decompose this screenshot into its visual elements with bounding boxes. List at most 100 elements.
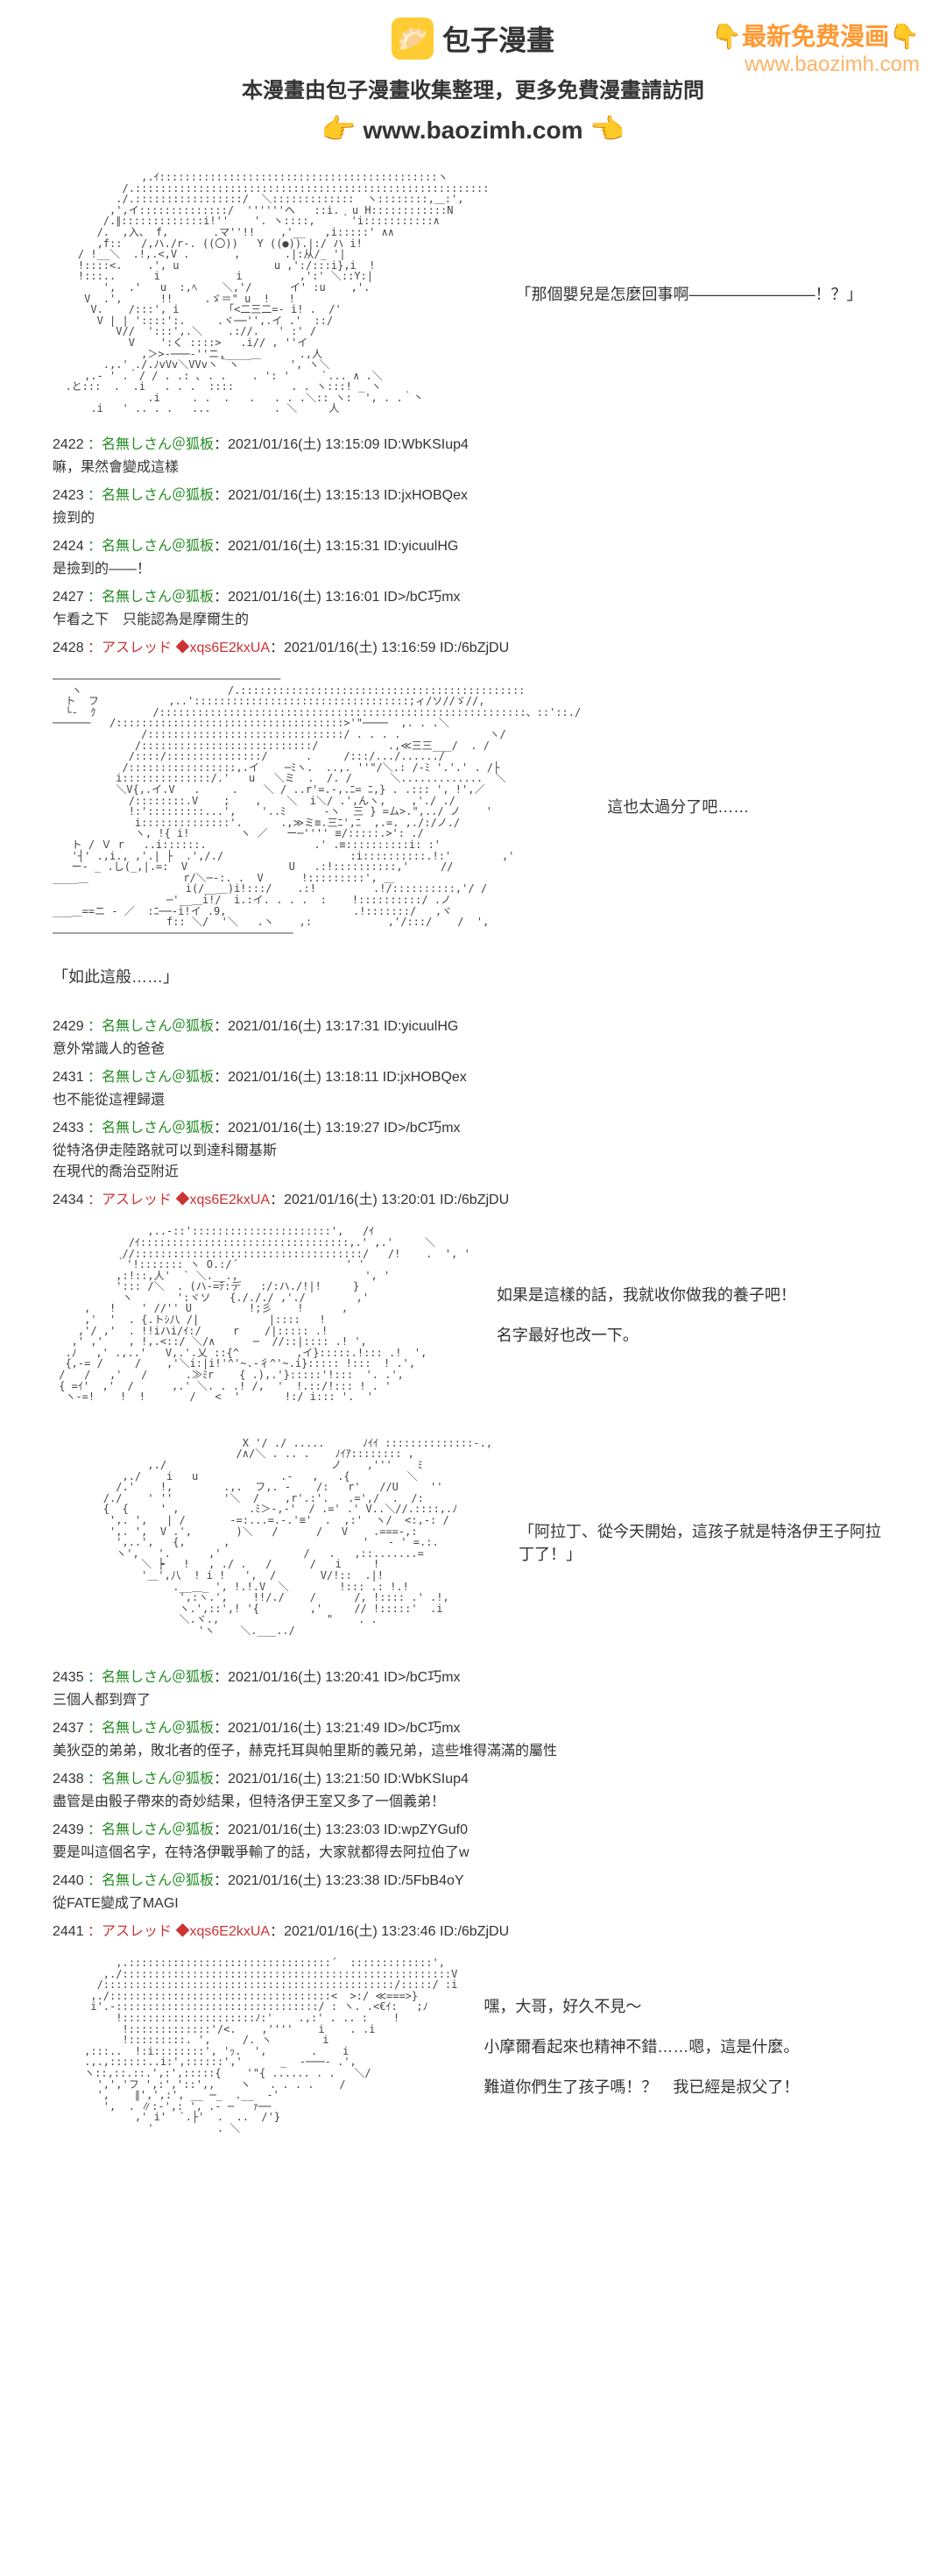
comment-item: 2434 ：アスレッド ◆xqs6E2kxUA：2021/01/16(土) 13…: [53, 1187, 893, 1208]
comment-number: 2440: [53, 1873, 88, 1888]
comment-header: 2433 ：名無しさん＠狐板：2021/01/16(土) 13:19:27 ID…: [53, 1115, 893, 1136]
comment-date: ：2021/01/16(土) 13:20:01 ID:/6bZjDU: [270, 1192, 509, 1207]
comment-header: 2429 ：名無しさん＠狐板：2021/01/16(土) 13:17:31 ID…: [53, 1014, 893, 1035]
comment-number: 2427: [53, 590, 88, 605]
comment-header: 2437 ：名無しさん＠狐板：2021/01/16(土) 13:21:49 ID…: [53, 1716, 893, 1737]
dialogue-3a: 如果是這樣的話，我就收你做我的養子吧！: [497, 1274, 796, 1314]
comment-number: 2435: [53, 1670, 88, 1685]
comment-number: 2439: [53, 1822, 88, 1837]
comment-header: 2435 ：名無しさん＠狐板：2021/01/16(土) 13:20:41 ID…: [53, 1665, 893, 1686]
dialogue-5c: 難道你們生了孩子嗎！？ 我已經是叔父了！: [484, 2066, 799, 2106]
header-subtitle: 本漫畫由包子漫畫收集整理，更多免費漫畫請訪問: [0, 73, 946, 103]
comment-name: ：名無しさん＠狐板: [88, 590, 214, 605]
comment-item: 2424 ：名無しさん＠狐板：2021/01/16(土) 13:15:31 ID…: [53, 534, 893, 577]
comment-body: 盡管是由骰子帶來的奇妙結果，但特洛伊王室又多了一個義弟！: [53, 1789, 893, 1810]
comment-item: 2441 ：アスレッド ◆xqs6E2kxUA：2021/01/16(土) 13…: [53, 1919, 893, 1940]
comment-name: ：名無しさん＠狐板: [88, 1822, 214, 1837]
comment-number: 2438: [53, 1772, 88, 1787]
comment-list-1: 2422 ：名無しさん＠狐板：2021/01/16(土) 13:15:09 ID…: [53, 432, 893, 656]
comment-body: 乍看之下 只能認為是摩爾生的: [53, 607, 893, 628]
comment-number: 2422: [53, 437, 88, 452]
comment-name: ：名無しさん＠狐板: [88, 539, 214, 554]
dialogue-5-wrap: 嘿，大哥，好久不見～ 小摩爾看起來也精神不錯……嗯，這是什麼。 難道你們生了孩子…: [484, 1985, 799, 2106]
url-text: www.baozimh.com: [364, 117, 583, 144]
comment-name: ：名無しさん＠狐板: [88, 1019, 214, 1034]
comment-name: ：名無しさん＠狐板: [88, 1121, 214, 1136]
logo-emoji: 🥟: [398, 25, 428, 53]
comment-item: 2439 ：名無しさん＠狐板：2021/01/16(土) 13:23:03 ID…: [53, 1817, 893, 1861]
comment-name: ：アスレッド ◆xqs6E2kxUA: [88, 1924, 270, 1939]
comment-list-2: 2429 ：名無しさん＠狐板：2021/01/16(土) 13:17:31 ID…: [53, 1014, 893, 1208]
comment-body: 意外常識人的爸爸: [53, 1037, 893, 1058]
dialogue-5a: 嘿，大哥，好久不見～: [484, 1985, 799, 2026]
watermark-text: 👇最新免费漫画👇: [711, 18, 920, 53]
comment-name: ：名無しさん＠狐板: [88, 1721, 214, 1736]
comment-date: ：2021/01/16(土) 13:21:49 ID>/bC巧mx: [214, 1721, 460, 1736]
watermark: 👇最新免费漫画👇 www.baozimh.com: [711, 18, 920, 77]
comment-item: 2437 ：名無しさん＠狐板：2021/01/16(土) 13:21:49 ID…: [53, 1716, 893, 1759]
comment-item: 2428 ：アスレッド ◆xqs6E2kxUA：2021/01/16(土) 13…: [53, 635, 893, 656]
comment-header: 2422 ：名無しさん＠狐板：2021/01/16(土) 13:15:09 ID…: [53, 432, 893, 453]
ascii-art-1: ,.ｲ:::::::::::::::::::::::::::::::::::::…: [53, 172, 490, 414]
comment-date: ：2021/01/16(土) 13:21:50 ID:WbKSIup4: [214, 1772, 469, 1787]
dialogue-3b: 名字最好也改一下。: [497, 1314, 796, 1355]
comment-number: 2424: [53, 539, 88, 554]
comment-header: 2423 ：名無しさん＠狐板：2021/01/16(土) 13:15:13 ID…: [53, 483, 893, 504]
comment-body: 從FATE變成了MAGI: [53, 1891, 893, 1912]
comment-header: 2440 ：名無しさん＠狐板：2021/01/16(土) 13:23:38 ID…: [53, 1868, 893, 1889]
comment-body: 也不能從這裡歸還: [53, 1087, 893, 1108]
comment-date: ：2021/01/16(土) 13:19:27 ID>/bC巧mx: [214, 1121, 460, 1136]
comment-name: ：名無しさん＠狐板: [88, 1873, 214, 1888]
comment-name: ：名無しさん＠狐板: [88, 1670, 214, 1685]
hand-icon-left: 👉: [321, 113, 357, 145]
comment-date: ：2021/01/16(土) 13:23:46 ID:/6bZjDU: [270, 1924, 509, 1939]
comment-date: ：2021/01/16(土) 13:17:31 ID:yicuulHG: [214, 1019, 458, 1034]
comment-name: ：名無しさん＠狐板: [88, 437, 214, 452]
dialogue-2: 這也太過分了吧……: [607, 786, 749, 826]
comment-date: ：2021/01/16(土) 13:23:03 ID:wpZYGuf0: [214, 1822, 468, 1837]
panel-2: ──────────────────────────────────── ヽ /…: [53, 674, 893, 938]
comment-date: ：2021/01/16(土) 13:23:38 ID:/5FbB4oY: [214, 1873, 464, 1888]
comment-item: 2431 ：名無しさん＠狐板：2021/01/16(土) 13:18:11 ID…: [53, 1065, 893, 1108]
comment-header: 2434 ：アスレッド ◆xqs6E2kxUA：2021/01/16(土) 13…: [53, 1187, 893, 1208]
comment-body: 是撿到的——！: [53, 556, 893, 577]
comment-header: 2427 ：名無しさん＠狐板：2021/01/16(土) 13:16:01 ID…: [53, 584, 893, 605]
comment-number: 2441: [53, 1924, 88, 1939]
content-area: ,.ｲ:::::::::::::::::::::::::::::::::::::…: [0, 172, 946, 2134]
comment-body: 嘛，果然會變成這樣: [53, 455, 893, 476]
comment-header: 2431 ：名無しさん＠狐板：2021/01/16(土) 13:18:11 ID…: [53, 1065, 893, 1086]
dialogue-5b: 小摩爾看起來也精神不錯……嗯，這是什麼。: [484, 2026, 799, 2066]
comment-name: ：名無しさん＠狐板: [88, 1772, 214, 1787]
logo-text: 包子漫畫: [442, 18, 554, 59]
comment-item: 2440 ：名無しさん＠狐板：2021/01/16(土) 13:23:38 ID…: [53, 1868, 893, 1912]
comment-item: 2427 ：名無しさん＠狐板：2021/01/16(土) 13:16:01 ID…: [53, 584, 893, 628]
panel-3: ,..-::'::::::::::::::::::::::', /ｲ /ｲ:::…: [53, 1226, 893, 1403]
comment-item: 2435 ：名無しさん＠狐板：2021/01/16(土) 13:20:41 ID…: [53, 1665, 893, 1709]
comment-date: ：2021/01/16(土) 13:20:41 ID>/bC巧mx: [214, 1670, 460, 1685]
dialogue-3-wrap: 如果是這樣的話，我就收你做我的養子吧！ 名字最好也改一下。: [497, 1274, 796, 1355]
narration-1: 「如此這般……」: [53, 965, 893, 987]
ascii-art-2: ──────────────────────────────────── ヽ /…: [53, 674, 581, 938]
dialogue-4: 「阿拉丁、從今天開始，這孩子就是特洛伊王子阿拉丁了！」: [519, 1511, 893, 1574]
comment-date: ：2021/01/16(土) 13:15:09 ID:WbKSIup4: [214, 437, 469, 452]
comment-date: ：2021/01/16(土) 13:16:01 ID>/bC巧mx: [214, 590, 460, 605]
comment-item: 2429 ：名無しさん＠狐板：2021/01/16(土) 13:17:31 ID…: [53, 1014, 893, 1058]
comment-body: 美狄亞的弟弟，敗北者的侄子，赫克托耳與帕里斯的義兄弟，這些堆得滿滿的屬性: [53, 1738, 893, 1759]
panel-5: ,.::::::::::::::::::::::::::::::::´ ::::…: [53, 1957, 893, 2134]
comment-number: 2433: [53, 1121, 88, 1136]
comment-item: 2433 ：名無しさん＠狐板：2021/01/16(土) 13:19:27 ID…: [53, 1115, 893, 1180]
comment-body: 三個人都到齊了: [53, 1688, 893, 1709]
panel-1: ,.ｲ:::::::::::::::::::::::::::::::::::::…: [53, 172, 893, 414]
comment-number: 2437: [53, 1721, 88, 1736]
header-url: 👉 www.baozimh.com 👈: [0, 112, 946, 145]
watermark-url: www.baozimh.com: [711, 53, 920, 77]
comment-list-3: 2435 ：名無しさん＠狐板：2021/01/16(土) 13:20:41 ID…: [53, 1665, 893, 1940]
comment-item: 2422 ：名無しさん＠狐板：2021/01/16(土) 13:15:09 ID…: [53, 432, 893, 476]
comment-number: 2429: [53, 1019, 88, 1034]
comment-number: 2434: [53, 1192, 88, 1207]
ascii-art-3: ,..-::'::::::::::::::::::::::', /ｲ /ｲ:::…: [53, 1226, 470, 1403]
comment-header: 2424 ：名無しさん＠狐板：2021/01/16(土) 13:15:31 ID…: [53, 534, 893, 555]
comment-name: ：アスレッド ◆xqs6E2kxUA: [88, 1192, 270, 1207]
comment-name: ：アスレッド ◆xqs6E2kxUA: [88, 640, 270, 655]
dialogue-1: 「那個嬰兒是怎麼回事啊————————！？」: [516, 273, 863, 314]
